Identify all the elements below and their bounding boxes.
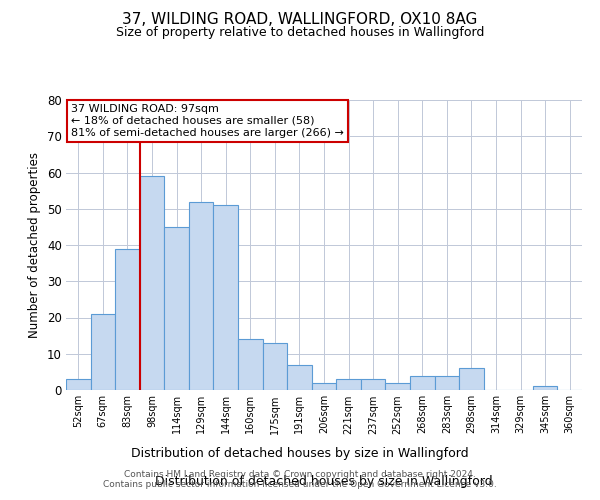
Bar: [434, 376, 459, 390]
Bar: [140, 176, 164, 390]
Text: Size of property relative to detached houses in Wallingford: Size of property relative to detached ho…: [116, 26, 484, 39]
Bar: [189, 202, 214, 390]
Bar: [115, 248, 140, 390]
Bar: [361, 379, 385, 390]
Bar: [66, 379, 91, 390]
Text: 37 WILDING ROAD: 97sqm
← 18% of detached houses are smaller (58)
81% of semi-det: 37 WILDING ROAD: 97sqm ← 18% of detached…: [71, 104, 344, 138]
Bar: [385, 383, 410, 390]
Bar: [263, 343, 287, 390]
Bar: [459, 368, 484, 390]
Bar: [312, 383, 336, 390]
Bar: [238, 339, 263, 390]
Bar: [287, 364, 312, 390]
Bar: [410, 376, 434, 390]
Bar: [214, 205, 238, 390]
Text: Distribution of detached houses by size in Wallingford: Distribution of detached houses by size …: [131, 448, 469, 460]
Bar: [336, 379, 361, 390]
X-axis label: Distribution of detached houses by size in Wallingford: Distribution of detached houses by size …: [155, 476, 493, 488]
Text: Contains HM Land Registry data © Crown copyright and database right 2024.
Contai: Contains HM Land Registry data © Crown c…: [103, 470, 497, 489]
Bar: [91, 314, 115, 390]
Y-axis label: Number of detached properties: Number of detached properties: [28, 152, 41, 338]
Bar: [164, 227, 189, 390]
Text: 37, WILDING ROAD, WALLINGFORD, OX10 8AG: 37, WILDING ROAD, WALLINGFORD, OX10 8AG: [122, 12, 478, 28]
Bar: [533, 386, 557, 390]
